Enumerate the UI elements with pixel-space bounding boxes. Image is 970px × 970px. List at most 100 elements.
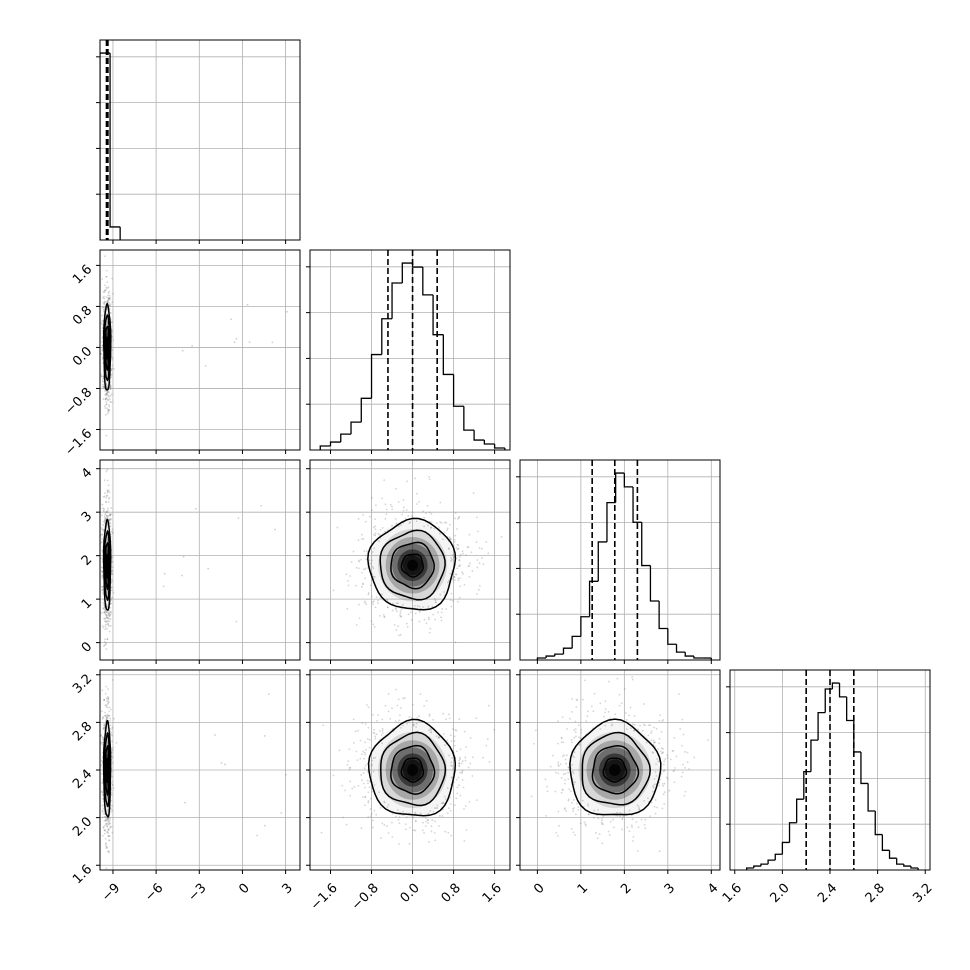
sample-point xyxy=(102,588,104,591)
sample-point xyxy=(458,564,461,566)
sample-point xyxy=(379,730,381,732)
sample-point xyxy=(436,804,439,807)
sample-point xyxy=(654,741,656,744)
sample-point xyxy=(104,393,107,396)
sample-point xyxy=(104,638,106,641)
sample-point xyxy=(105,401,108,403)
sample-point xyxy=(280,811,283,814)
sample-point xyxy=(103,507,106,510)
sample-point xyxy=(107,515,110,517)
sample-point xyxy=(656,758,659,760)
sample-point xyxy=(104,842,107,845)
sample-point xyxy=(107,286,110,289)
sample-point xyxy=(400,608,403,611)
hist-bin xyxy=(632,486,642,523)
sample-point xyxy=(101,710,103,713)
sample-point xyxy=(102,727,105,730)
sample-point xyxy=(104,625,107,628)
sample-point xyxy=(403,697,406,699)
sample-point xyxy=(427,841,430,843)
sample-point xyxy=(101,574,104,577)
sample-point xyxy=(111,749,113,752)
x-tick-label: 1.6 xyxy=(480,881,505,906)
sample-point xyxy=(675,755,678,758)
y-tick-label: 0.8 xyxy=(70,303,95,328)
sample-point xyxy=(381,497,384,500)
sample-point xyxy=(468,533,471,536)
sample-point xyxy=(101,586,104,588)
sample-point xyxy=(554,790,557,793)
sample-point xyxy=(377,602,379,604)
sample-point xyxy=(102,827,105,829)
sample-point xyxy=(445,718,447,721)
sample-point xyxy=(386,508,388,511)
sample-point xyxy=(104,621,107,623)
sample-point xyxy=(102,611,105,614)
sample-point xyxy=(108,620,111,623)
sample-point xyxy=(101,834,104,837)
sample-point xyxy=(104,819,107,822)
sample-point xyxy=(418,715,420,717)
sample-point xyxy=(370,812,373,815)
hist-bin xyxy=(860,751,869,785)
sample-point xyxy=(397,625,400,628)
sample-point xyxy=(102,607,105,610)
sample-point xyxy=(364,748,367,751)
sample-point xyxy=(101,736,104,739)
sample-point xyxy=(414,477,416,480)
sample-point xyxy=(459,748,462,751)
sample-point xyxy=(106,616,109,619)
sample-point xyxy=(377,533,380,535)
sample-point xyxy=(397,809,399,811)
sample-point xyxy=(397,698,400,701)
sample-point xyxy=(356,759,359,762)
sample-point xyxy=(102,385,105,388)
sample-point xyxy=(106,819,109,822)
sample-point xyxy=(103,722,106,725)
sample-point xyxy=(104,398,107,401)
sample-point xyxy=(362,537,365,540)
sample-point xyxy=(399,615,402,618)
sample-point xyxy=(358,560,361,563)
sample-point xyxy=(191,345,194,347)
sample-point xyxy=(434,839,437,842)
sample-point xyxy=(673,736,676,739)
sample-point xyxy=(105,611,108,614)
sample-point xyxy=(103,829,106,832)
sample-point xyxy=(411,511,414,514)
sample-point xyxy=(671,750,674,752)
sample-point xyxy=(105,397,108,400)
sample-point xyxy=(612,818,614,821)
sample-point xyxy=(110,401,113,403)
sample-point xyxy=(461,769,464,772)
sample-point xyxy=(452,556,455,559)
density-panel-2-1 xyxy=(310,460,510,660)
sample-point xyxy=(104,289,107,291)
sample-point xyxy=(163,572,166,575)
sample-point xyxy=(435,807,438,809)
sample-point xyxy=(374,532,377,535)
hist-bin xyxy=(888,850,897,859)
sample-point xyxy=(459,794,462,797)
sample-point xyxy=(110,530,113,533)
sample-point xyxy=(624,712,627,715)
sample-point xyxy=(111,301,114,304)
sample-point xyxy=(383,615,386,618)
sample-point xyxy=(105,616,108,619)
density-level xyxy=(407,764,418,776)
sample-point xyxy=(380,837,382,839)
sample-point xyxy=(102,728,105,730)
hist-bin xyxy=(693,656,703,659)
sample-point xyxy=(106,391,108,394)
sample-point xyxy=(372,567,375,570)
sample-point xyxy=(372,600,375,603)
sample-point xyxy=(109,624,112,627)
hist-bin xyxy=(370,353,382,399)
sample-point xyxy=(108,615,111,618)
sample-point xyxy=(652,786,655,789)
sample-point xyxy=(105,511,108,513)
sample-point xyxy=(106,393,109,396)
sample-point xyxy=(111,335,113,338)
sample-point xyxy=(430,512,433,515)
density-panel-3-1 xyxy=(310,670,510,870)
